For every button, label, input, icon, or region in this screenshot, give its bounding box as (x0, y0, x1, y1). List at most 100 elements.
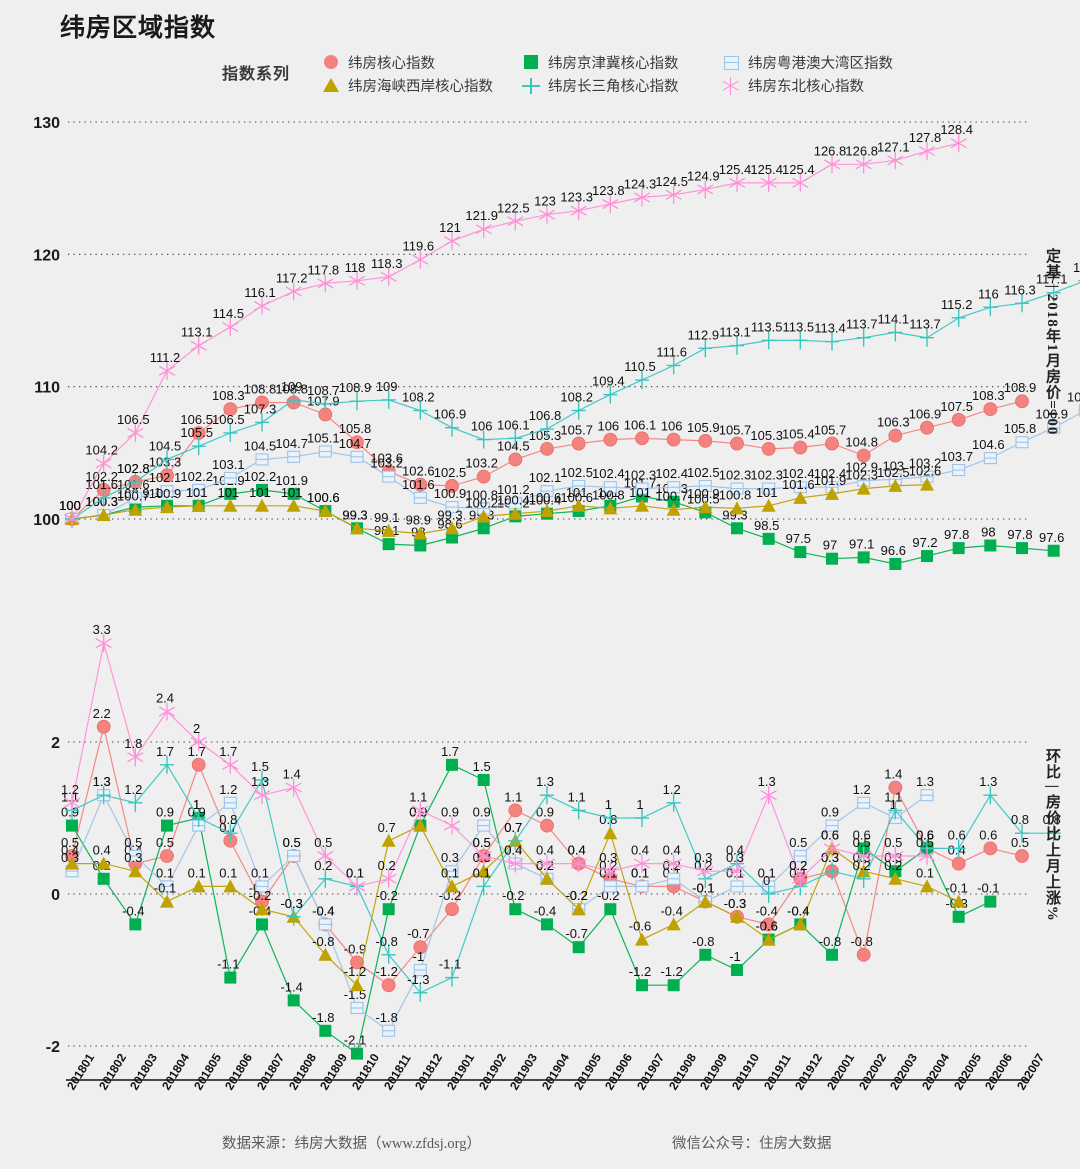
series-5: 100104.2106.5111.2113.1114.5116.1117.211… (59, 122, 973, 528)
data-point-label: 106.9 (909, 407, 942, 422)
data-point-label: 0.5 (473, 835, 491, 850)
data-point-label: 99.3 (342, 507, 367, 522)
series-1: 0.90.2-0.40.91-1.1-0.4-1.4-1.8-2.1-0.20.… (61, 744, 1000, 1060)
data-point-label: 100.6 (307, 490, 340, 505)
data-point-label: 1.1 (504, 789, 522, 804)
data-point-label: 0.3 (124, 850, 142, 865)
data-point-label: -0.4 (787, 903, 809, 918)
data-point-label: 102.4 (592, 466, 625, 481)
data-point-label: 106.5 (180, 412, 213, 427)
data-point-label: 97.8 (1007, 527, 1032, 542)
wechat-account-text: 微信公众号：住房大数据 (672, 1136, 832, 1152)
data-point-label: 101 (566, 485, 588, 500)
data-point-label: 121.9 (465, 208, 498, 223)
data-point-label: 1.1 (884, 789, 902, 804)
data-point-label: 104.5 (497, 438, 530, 453)
data-point-label: 105.1 (307, 431, 340, 446)
data-point-label: 102.6 (909, 464, 942, 479)
legend-item-jingjinji[interactable]: 纬房京津冀核心指数 (520, 51, 679, 73)
y-axis-tick-label: 0 (51, 887, 60, 904)
data-point-label: 103.2 (370, 456, 403, 471)
data-point-label: 0.4 (726, 843, 744, 858)
data-point-label: 0.4 (61, 843, 79, 858)
bottom-chart-axis-note: 环比 | 房价比上月上涨% (1044, 748, 1060, 922)
index-level-chart: 100 110 120 130 100 102.2 102.8 103.3 106.5 108.3… (33, 115, 1080, 570)
mom-change-chart: -2020.52.20.40.51.70.7-0.10.5-0.4-0.9-1.… (46, 622, 1061, 1081)
data-point-label: 1.3 (251, 774, 269, 789)
data-point-label: 103.7 (940, 449, 973, 464)
data-point-label: 108.3 (972, 388, 1005, 403)
data-point-label: -1.1 (439, 957, 461, 972)
data-point-label: 0.5 (314, 835, 332, 850)
data-point-label: 108.2 (560, 389, 593, 404)
legend-item-westcoast[interactable]: 纬房海峡西岸核心指数 (320, 74, 493, 96)
data-point-label: 113.1 (181, 325, 213, 340)
data-point-label: 1.3 (93, 774, 111, 789)
data-point-label: 0.4 (568, 843, 586, 858)
data-point-label: 0.9 (61, 805, 79, 820)
data-point-label: 122.5 (497, 200, 530, 215)
data-point-label: 104.6 (972, 437, 1005, 452)
data-point-label: 109.4 (592, 374, 625, 389)
data-point-label: 0.3 (441, 850, 459, 865)
data-point-label: -1.2 (375, 964, 397, 979)
data-point-label: 113.5 (751, 319, 783, 334)
data-source-text: 数据来源：纬房大数据（www.zfdsj.org） (222, 1136, 481, 1152)
legend-item-yangtze[interactable]: 纬房长三角核心指数 (520, 74, 679, 96)
data-point-label: 0.1 (473, 865, 491, 880)
data-point-label: 102.4 (655, 466, 688, 481)
data-point-label: -1 (413, 949, 425, 964)
data-point-label: 124.9 (687, 168, 720, 183)
data-point-label: 1.3 (758, 774, 776, 789)
data-point-label: 106.5 (212, 412, 245, 427)
data-point-label: -0.4 (534, 903, 556, 918)
data-point-label: 0.1 (219, 865, 237, 880)
data-point-label: 100.6 (529, 490, 562, 505)
data-point-label: 0.5 (283, 835, 301, 850)
data-point-label: 1.2 (61, 782, 79, 797)
data-point-label: 101 (217, 485, 239, 500)
data-point-label: 0.1 (156, 865, 174, 880)
data-point-label: 118 (1073, 260, 1080, 275)
data-point-label: 0.5 (61, 835, 79, 850)
page-title: 纬房区域指数 (60, 15, 217, 42)
data-point-label: -0.2 (375, 888, 397, 903)
data-point-label: 109 (376, 379, 398, 394)
data-point-label: 113.4 (814, 321, 846, 336)
legend-item-core[interactable]: 纬房核心指数 (320, 51, 435, 73)
data-point-label: 103.2 (465, 456, 498, 471)
data-point-label: 102.5 (560, 465, 593, 480)
top-chart-axis-note: 定基 | 2018年1月房价=100 (1044, 248, 1060, 436)
legend-item-label: 纬房东北核心指数 (748, 78, 864, 95)
data-point-label: 100.7 (117, 489, 150, 504)
data-point-label: 108.8 (244, 382, 277, 397)
data-point-label: 2 (193, 721, 200, 736)
data-point-label: 1 (605, 797, 612, 812)
data-point-label: 0.5 (156, 835, 174, 850)
data-point-label: 127.1 (877, 139, 910, 154)
data-point-label: 121 (439, 220, 461, 235)
data-point-label: 100 (59, 498, 81, 513)
data-point-label: 1.3 (916, 774, 934, 789)
data-point-label: 0.7 (504, 820, 522, 835)
data-point-label: 1.2 (663, 782, 681, 797)
data-point-label: -1.8 (312, 1010, 334, 1025)
data-point-label: 0.3 (694, 850, 712, 865)
data-point-label: 0.2 (314, 858, 332, 873)
data-point-label: 1.5 (251, 759, 269, 774)
data-point-label: 0.5 (124, 835, 142, 850)
data-point-label: 105.7 (814, 423, 847, 438)
data-point-label: 0.1 (441, 865, 459, 880)
data-point-label: 0 (763, 873, 770, 888)
data-point-label: 104.5 (244, 438, 277, 453)
legend-item-greaterbay[interactable]: 纬房粤港澳大湾区指数 (720, 51, 893, 73)
data-point-label: 0.6 (916, 827, 934, 842)
data-point-label: 0.6 (948, 827, 966, 842)
data-point-label: 101 (629, 485, 651, 500)
legend-item-northeast[interactable]: 纬房东北核心指数 (720, 74, 864, 96)
data-point-label: 99.3 (342, 507, 367, 522)
series-3: 0.4 0.40.3-0.10.1 0.1-0.2-0.3-0.8-1.20.70.… (61, 805, 968, 992)
data-point-label: 97 (823, 538, 837, 553)
data-point-label: 0.6 (821, 827, 839, 842)
data-point-label: 1 (193, 797, 200, 812)
